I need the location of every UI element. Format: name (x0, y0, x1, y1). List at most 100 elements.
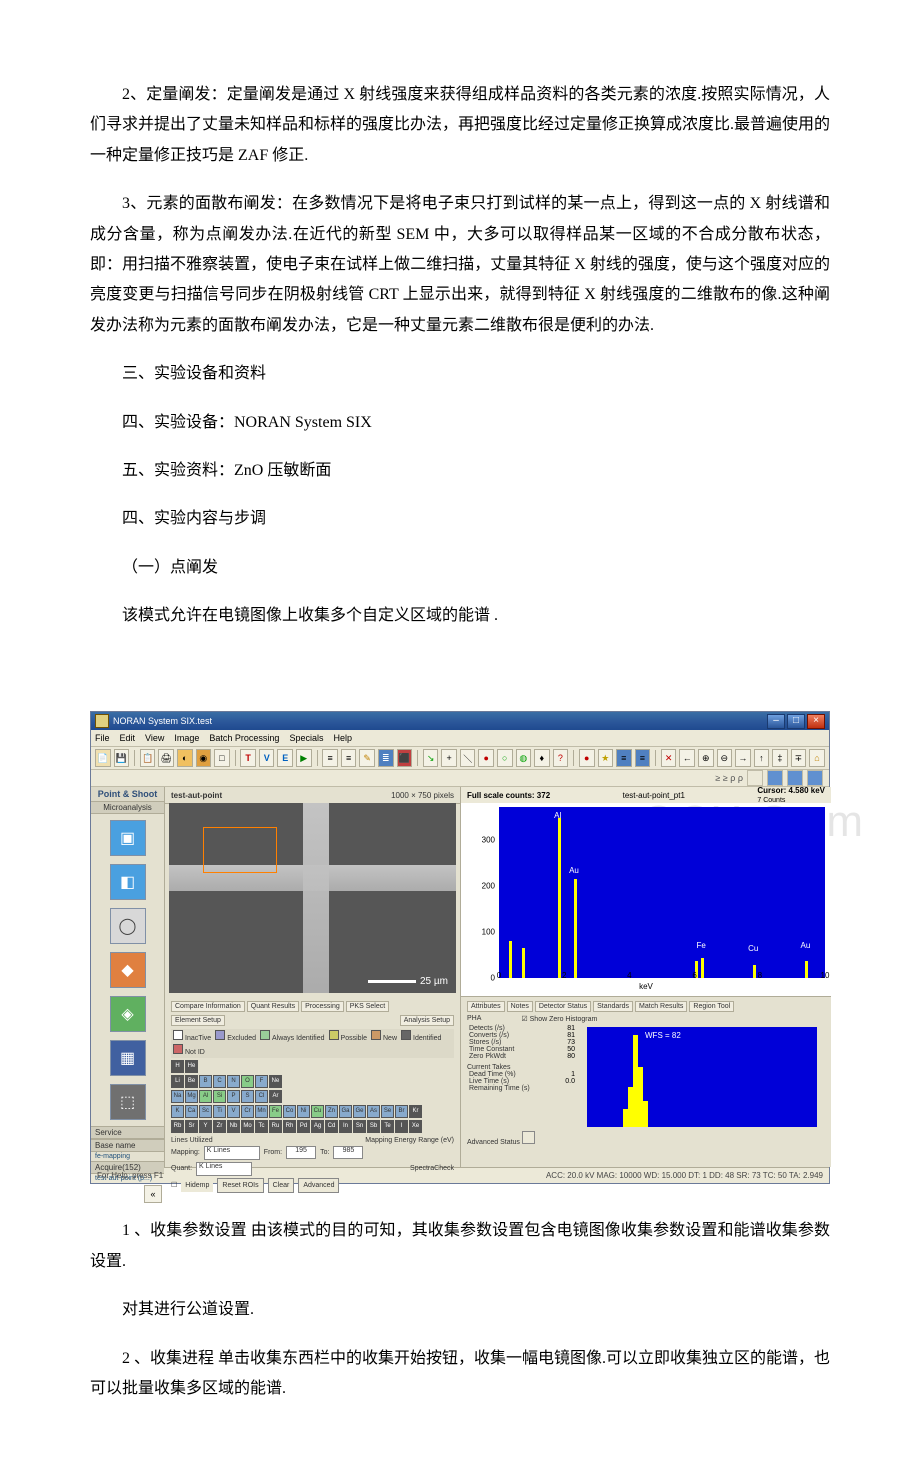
element-cell[interactable]: Cl (255, 1090, 268, 1103)
tab-element-setup[interactable]: Element Setup (171, 1015, 225, 1026)
spectrum-plot[interactable]: OCX.C om 0100200300 AlAuFeCuAu 0246810 (461, 803, 831, 982)
tab-detector-status[interactable]: Detector Status (535, 1001, 591, 1012)
element-cell[interactable]: Te (381, 1120, 394, 1133)
element-cell[interactable]: Fe (269, 1105, 282, 1118)
side-collapse-icon[interactable]: « (144, 1185, 162, 1203)
toolbar-button[interactable]: ? (553, 749, 569, 767)
selection-rect[interactable] (203, 827, 277, 873)
element-cell[interactable]: P (227, 1090, 240, 1103)
menu-help[interactable]: Help (333, 733, 352, 743)
toolbar-button[interactable]: ● (478, 749, 494, 767)
subtool-btn[interactable] (807, 770, 823, 786)
side-mode-icon[interactable]: ◈ (110, 996, 146, 1032)
toolbar-button[interactable]: ≡ (322, 749, 338, 767)
side-mode-icon[interactable]: ◯ (110, 908, 146, 944)
element-cell[interactable]: Co (283, 1105, 296, 1118)
element-cell[interactable]: Rb (171, 1120, 184, 1133)
advanced-status-button[interactable] (522, 1131, 535, 1144)
element-cell[interactable]: Ge (353, 1105, 366, 1118)
toolbar-button[interactable]: ◉ (196, 749, 212, 767)
element-cell[interactable]: Si (213, 1090, 226, 1103)
element-cell[interactable]: Ag (311, 1120, 324, 1133)
to-input[interactable]: 985 (333, 1146, 363, 1159)
menu-batch[interactable]: Batch Processing (209, 733, 279, 743)
element-cell[interactable]: Ni (297, 1105, 310, 1118)
toolbar-button[interactable]: 📄 (95, 749, 111, 767)
toolbar-button[interactable]: E (277, 749, 293, 767)
element-cell[interactable]: N (227, 1075, 240, 1088)
element-cell[interactable]: Be (185, 1075, 198, 1088)
element-cell[interactable]: Cr (241, 1105, 254, 1118)
element-cell[interactable]: Ar (269, 1090, 282, 1103)
toolbar-button[interactable]: ⌂ (809, 749, 825, 767)
element-cell[interactable]: Mo (241, 1120, 254, 1133)
menu-edit[interactable]: Edit (120, 733, 136, 743)
element-cell[interactable]: Sc (199, 1105, 212, 1118)
advanced-button[interactable]: Advanced (298, 1178, 339, 1193)
maximize-button[interactable]: □ (787, 714, 805, 729)
element-cell[interactable]: In (339, 1120, 352, 1133)
hidemp-button[interactable]: Hidemp (181, 1179, 213, 1192)
clear-button[interactable]: Clear (268, 1178, 295, 1193)
element-cell[interactable]: Sn (353, 1120, 366, 1133)
toolbar-button[interactable]: ⊕ (698, 749, 714, 767)
tab-analysis-setup[interactable]: Analysis Setup (400, 1015, 454, 1026)
toolbar-button[interactable]: ≡ (341, 749, 357, 767)
tab-processing[interactable]: Processing (301, 1001, 344, 1012)
element-cell[interactable]: Nb (227, 1120, 240, 1133)
toolbar-button[interactable]: ● (579, 749, 595, 767)
arrow-right-icon[interactable]: → (735, 749, 751, 767)
element-cell[interactable]: Mn (255, 1105, 268, 1118)
toolbar-button[interactable]: ≣ (378, 749, 394, 767)
close-button[interactable]: × (807, 714, 825, 729)
element-cell[interactable]: Ca (185, 1105, 198, 1118)
toolbar-button[interactable]: ✕ (661, 749, 677, 767)
element-cell[interactable]: Zn (325, 1105, 338, 1118)
element-cell[interactable]: H (171, 1060, 184, 1073)
element-cell[interactable]: S (241, 1090, 254, 1103)
element-cell[interactable]: Na (171, 1090, 184, 1103)
minimize-button[interactable]: – (767, 714, 785, 729)
side-mode-icon[interactable]: ◧ (110, 864, 146, 900)
toolbar-button[interactable]: ⬛ (397, 749, 413, 767)
element-cell[interactable]: Y (199, 1120, 212, 1133)
menu-view[interactable]: View (145, 733, 164, 743)
play-icon[interactable]: ▶ (296, 749, 312, 767)
element-cell[interactable]: C (213, 1075, 226, 1088)
toolbar-button[interactable]: T (240, 749, 256, 767)
element-cell[interactable]: Sb (367, 1120, 380, 1133)
element-cell[interactable]: Sr (185, 1120, 198, 1133)
element-cell[interactable]: K (171, 1105, 184, 1118)
element-cell[interactable]: Ga (339, 1105, 352, 1118)
toolbar-button[interactable]: ＼ (460, 749, 476, 767)
element-cell[interactable]: Ne (269, 1075, 282, 1088)
tab-match-results[interactable]: Match Results (635, 1001, 687, 1012)
subtool-btn[interactable] (747, 770, 763, 786)
element-cell[interactable]: Rh (283, 1120, 296, 1133)
element-cell[interactable]: B (199, 1075, 212, 1088)
element-cell[interactable]: Zr (213, 1120, 226, 1133)
toolbar-button[interactable]: ✎ (359, 749, 375, 767)
element-cell[interactable]: As (367, 1105, 380, 1118)
toolbar-button[interactable]: □ (214, 749, 230, 767)
subtool-btn[interactable] (767, 770, 783, 786)
element-cell[interactable]: I (395, 1120, 408, 1133)
toolbar-button[interactable]: ★ (598, 749, 614, 767)
element-cell[interactable]: Xe (409, 1120, 422, 1133)
toolbar-button[interactable]: 🖨 (158, 749, 174, 767)
tab-pks[interactable]: PKS Select (346, 1001, 389, 1012)
tab-quant[interactable]: Quant Results (247, 1001, 299, 1012)
tab-attributes[interactable]: Attributes (467, 1001, 505, 1012)
toolbar-button[interactable]: ‡ (772, 749, 788, 767)
toolbar-button[interactable]: ◐ (177, 749, 193, 767)
from-input[interactable]: 195 (286, 1146, 316, 1159)
element-cell[interactable]: Li (171, 1075, 184, 1088)
element-cell[interactable]: Se (381, 1105, 394, 1118)
tab-standards[interactable]: Standards (593, 1001, 633, 1012)
toolbar-button[interactable]: ↘ (423, 749, 439, 767)
element-cell[interactable]: Ti (213, 1105, 226, 1118)
side-mode-icon[interactable]: ▣ (110, 820, 146, 856)
mapping-select[interactable]: K Lines (204, 1146, 260, 1160)
element-cell[interactable]: He (185, 1060, 198, 1073)
side-mode-icon[interactable]: ◆ (110, 952, 146, 988)
